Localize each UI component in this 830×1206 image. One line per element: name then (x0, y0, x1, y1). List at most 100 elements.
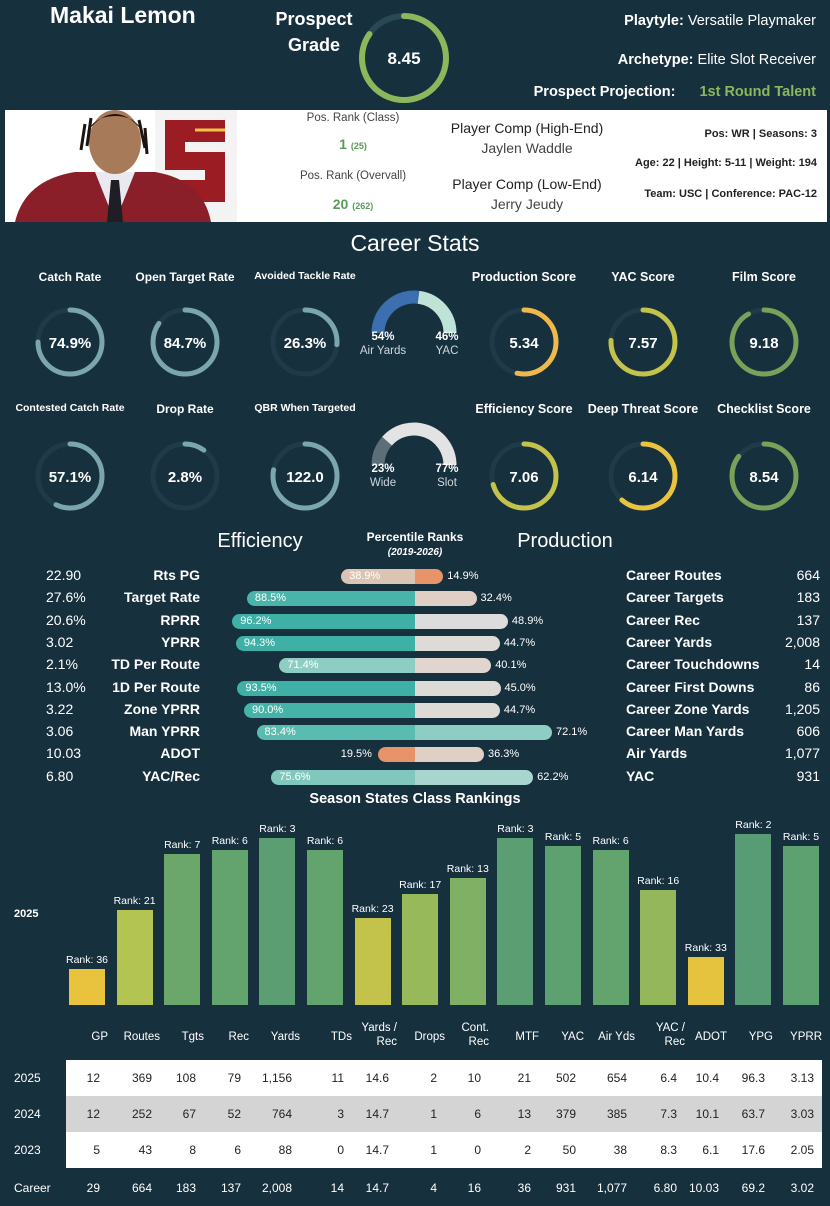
split-left-label: Wide (369, 477, 397, 489)
age-height-weight: Age: 22 | Height: 5-11 | Weight: 194 (635, 157, 817, 169)
production-value: 183 (796, 589, 820, 606)
production-label: Career Targets (626, 589, 724, 606)
efficiency-bar: 90.0% (244, 702, 415, 718)
table-cell-yprr: 3.02 (790, 1181, 814, 1195)
table-cell-yac: 931 (555, 1181, 576, 1195)
pos-rank-class-label: Pos. Rank (Class) (306, 112, 400, 124)
season-rank-bar (307, 849, 343, 1005)
table-cell-gp: 12 (86, 1071, 100, 1085)
production-value: 1,077 (784, 745, 820, 762)
gauge-label-catch-rate: Catch Rate (38, 270, 102, 284)
gauge-arc-film-score (729, 307, 799, 377)
table-header-ypg: YPG (748, 1031, 773, 1043)
season-rank-bar (449, 877, 486, 1005)
season-rank-label: Rank: 13 (446, 862, 489, 875)
table-cell-mtf: 2 (524, 1143, 531, 1157)
table-header-adot: ADOT (695, 1031, 727, 1043)
table-cell-drops: 1 (430, 1107, 437, 1121)
season-rank-bar (545, 845, 581, 1005)
gauge-label-open-target-rate: Open Target Rate (135, 270, 235, 284)
pos-seasons: Pos: WR | Seasons: 3 (704, 128, 818, 140)
production-label: Career First Downs (626, 678, 755, 695)
table-cell-ypg: 63.7 (741, 1107, 765, 1121)
gauge-value-drop-rate: 2.8% (168, 469, 202, 486)
production-bar-label: 48.9% (511, 614, 544, 627)
split-right-label: Slot (437, 477, 457, 489)
comp-low-label: Player Comp (Low-End) (452, 176, 602, 192)
table-cell-cont-rec: 0 (474, 1143, 481, 1157)
gauge-arc-avoided-tackle-rate (270, 307, 340, 377)
efficiency-label: Rts PG (153, 567, 200, 583)
table-row: 29 664 183 137 2,008 14 14.7 4 16 36 931 1,077 6.80 1… (66, 1170, 822, 1206)
table-cell-yards-rec: 14.7 (365, 1107, 389, 1121)
split-left-pct: 23% (371, 463, 395, 475)
table-cell-air-yds: 654 (606, 1071, 627, 1085)
table-cell-cont-rec: 10 (467, 1071, 481, 1085)
production-bar-label: 72.1% (555, 726, 588, 739)
table-cell-yards-rec: 14.6 (365, 1071, 389, 1085)
table-cell-gp: 5 (93, 1143, 100, 1157)
efficiency-label: TD Per Route (111, 656, 200, 673)
production-bar-label: 36.3% (487, 748, 520, 761)
table-cell-routes: 43 (138, 1143, 152, 1157)
efficiency-value: 20.6% (46, 611, 86, 628)
season-rank-label: Rank: 7 (164, 838, 201, 851)
season-rank-label: Rank: 6 (211, 834, 248, 847)
split-right-yac (417, 290, 457, 334)
table-cell-rec: 137 (220, 1181, 241, 1195)
gauge-arc-efficiency-score (489, 441, 559, 511)
table-cell-ypg: 69.2 (741, 1181, 765, 1195)
player-photo-illustration (15, 110, 237, 222)
pos-rank-class-value: 1 (25) (339, 136, 367, 152)
season-rank-bar (592, 849, 629, 1005)
production-bar: 62.2% (415, 769, 568, 785)
table-cell-ypg: 96.3 (741, 1071, 765, 1085)
season-rank-label: Rank: 3 (259, 822, 296, 835)
season-rank-label: Rank: 23 (351, 902, 394, 915)
table-cell-gp: 12 (86, 1107, 100, 1121)
table-cell-yards: 88 (278, 1143, 292, 1157)
pos-rank-overall-label: Pos. Rank (Overvall) (299, 170, 407, 182)
player-name: Makai Lemon (50, 2, 196, 28)
season-rank-bar (402, 893, 439, 1005)
projection-line: Prospect Projection: 1st Round Talent (533, 84, 816, 100)
season-rank-label: Rank: 17 (399, 878, 442, 891)
gauge-arc-deep-threat-score (608, 441, 678, 511)
efficiency-label: ADOT (160, 745, 200, 762)
efficiency-bar: 19.5% (341, 747, 415, 763)
production-bar: 36.3% (415, 747, 519, 763)
gauge-value-efficiency-score: 7.06 (509, 469, 538, 486)
table-cell-tds: 0 (337, 1143, 344, 1157)
efficiency-bar: 96.2% (232, 613, 415, 629)
table-cell-yprr: 2.05 (790, 1143, 814, 1157)
table-cell-yac: 379 (555, 1107, 576, 1121)
table-header-yprr: YPRR (790, 1031, 822, 1043)
production-bar-label: 62.2% (537, 770, 569, 783)
gauge-label-film-score: Film Score (732, 270, 796, 284)
gauge-label-checklist-score: Checklist Score (717, 402, 811, 416)
production-bar-label: 44.7% (503, 636, 536, 649)
table-header-air-yds: Air Yds (598, 1031, 635, 1043)
production-bar: 32.4% (415, 591, 512, 607)
production-label: Career Touchdowns (626, 656, 760, 673)
efficiency-bar: 93.5% (237, 680, 415, 696)
split-right-pct: 77% (435, 463, 459, 475)
prospect-grade-gauge: 8.45 (359, 13, 449, 103)
gauge-value-yac-score: 7.57 (628, 335, 657, 352)
production-value: 606 (796, 723, 820, 740)
season-rank-label: Rank: 33 (684, 942, 727, 955)
info-bar: Pos. Rank (Class) 1 (25) Pos. Rank (Over… (5, 110, 827, 222)
gauge-arc-yac-score (608, 307, 678, 377)
production-value: 931 (796, 767, 820, 784)
production-bar: 72.1% (415, 725, 587, 741)
season-year-label: 2025 (14, 908, 39, 920)
season-rank-bar (640, 889, 677, 1005)
comp-high-label: Player Comp (High-End) (450, 120, 604, 136)
production-value: 1,205 (784, 700, 820, 717)
production-bar: 45.0% (415, 680, 536, 696)
split-donut-wide (371, 422, 457, 466)
gauge-efficiency-score: 7.06 (489, 441, 559, 511)
table-cell-yards-rec: 14.7 (365, 1143, 389, 1157)
split-donut-air-yards (371, 290, 457, 334)
split-right-label: YAC (435, 345, 459, 357)
